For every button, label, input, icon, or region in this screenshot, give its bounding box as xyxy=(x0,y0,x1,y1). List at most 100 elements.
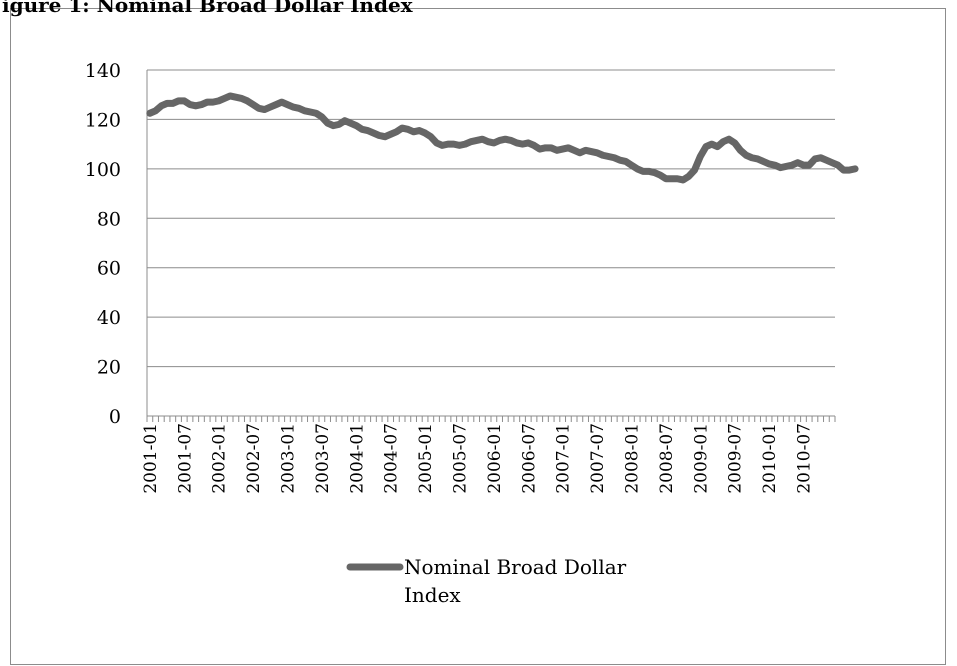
series-line-nominal-broad-dollar-index xyxy=(146,92,859,184)
data-point xyxy=(257,107,260,110)
data-point xyxy=(664,177,667,180)
data-point xyxy=(441,144,444,147)
data-point xyxy=(555,149,558,152)
data-point xyxy=(527,141,530,144)
data-point xyxy=(601,154,604,157)
data-point xyxy=(475,139,478,142)
data-point xyxy=(320,115,323,118)
data-point xyxy=(246,99,249,102)
data-point xyxy=(240,97,243,100)
data-point xyxy=(263,108,266,111)
data-point xyxy=(619,159,621,162)
data-point xyxy=(727,138,730,141)
data-point xyxy=(739,149,742,152)
data-point xyxy=(699,155,702,158)
data-point xyxy=(458,144,461,147)
data-point xyxy=(544,146,547,149)
data-point xyxy=(418,129,421,132)
data-point xyxy=(217,99,220,102)
data-point xyxy=(286,103,289,106)
x-tick-label: 2008-01 xyxy=(622,423,642,494)
data-point xyxy=(389,133,392,136)
data-point xyxy=(710,143,713,146)
data-point xyxy=(796,161,799,164)
x-tick-label: 2009-01 xyxy=(691,423,711,494)
x-tick-label: 2008-07 xyxy=(657,423,677,494)
data-point xyxy=(372,132,375,135)
x-tick-label: 2003-01 xyxy=(278,423,298,494)
data-point xyxy=(573,149,576,152)
x-tick-label: 2007-01 xyxy=(554,423,574,494)
data-point xyxy=(280,101,283,104)
x-tick-label: 2001-01 xyxy=(141,423,161,494)
axes xyxy=(146,70,836,422)
data-point xyxy=(773,164,776,167)
data-point xyxy=(229,94,232,97)
data-point xyxy=(504,138,507,141)
data-point xyxy=(349,122,352,125)
data-point xyxy=(383,135,386,138)
data-point xyxy=(641,170,644,173)
x-tick-label: 2005-07 xyxy=(450,423,470,494)
data-point xyxy=(366,129,369,132)
data-point xyxy=(343,119,346,122)
data-point xyxy=(533,144,535,147)
y-tick-label: 80 xyxy=(97,208,121,230)
data-point xyxy=(234,96,237,99)
y-tick-label: 120 xyxy=(85,109,121,131)
data-point xyxy=(464,143,467,146)
data-point xyxy=(183,99,186,102)
data-point xyxy=(596,151,599,154)
data-point xyxy=(578,151,581,154)
data-point xyxy=(154,109,157,112)
data-point xyxy=(607,155,610,158)
y-tick-label: 0 xyxy=(109,406,121,428)
data-point xyxy=(653,171,656,174)
data-point xyxy=(429,135,432,138)
data-point xyxy=(624,160,627,163)
x-tick-label: 2006-07 xyxy=(519,423,539,494)
data-point xyxy=(435,141,438,144)
data-point xyxy=(538,148,541,151)
x-tick-label: 2002-07 xyxy=(244,423,264,494)
data-point xyxy=(189,103,191,106)
data-point xyxy=(813,157,816,160)
data-point xyxy=(378,134,381,137)
data-point xyxy=(716,145,719,148)
y-tick-label: 40 xyxy=(97,307,121,329)
data-point xyxy=(521,143,524,146)
data-point xyxy=(406,128,409,131)
data-point xyxy=(825,159,828,162)
data-point xyxy=(309,111,312,114)
gridlines xyxy=(147,69,835,368)
data-point xyxy=(223,97,226,100)
data-point xyxy=(355,124,358,127)
x-axis-tick-labels: 2001-01 2001-07 2002-01 2002-07 2003-01 2003-… xyxy=(141,423,815,494)
data-point xyxy=(687,175,690,178)
data-point xyxy=(492,141,495,144)
data-point xyxy=(361,128,363,131)
data-point xyxy=(590,150,593,153)
data-point xyxy=(315,112,318,115)
data-point xyxy=(171,102,174,105)
y-tick-label: 100 xyxy=(85,159,121,181)
data-point xyxy=(160,104,163,107)
x-tick-label: 2009-07 xyxy=(726,423,746,494)
data-point xyxy=(831,161,834,164)
data-point xyxy=(836,164,839,167)
data-point xyxy=(297,107,300,110)
figure-caption: igure 1: Nominal Broad Dollar Index xyxy=(2,0,414,17)
data-point xyxy=(802,164,805,167)
legend-label: Nominal Broad Dollar Index xyxy=(404,555,627,607)
data-point xyxy=(326,122,329,125)
data-point xyxy=(550,146,553,149)
data-point xyxy=(332,124,335,127)
y-axis-tick-labels: 0 20 40 60 80 100 120 140 xyxy=(85,60,121,428)
data-point xyxy=(819,156,822,159)
series-layer xyxy=(146,92,859,184)
data-point xyxy=(412,130,415,133)
chart-border xyxy=(10,8,946,665)
data-point xyxy=(659,174,662,177)
x-tick-label: 2005-01 xyxy=(416,423,436,494)
